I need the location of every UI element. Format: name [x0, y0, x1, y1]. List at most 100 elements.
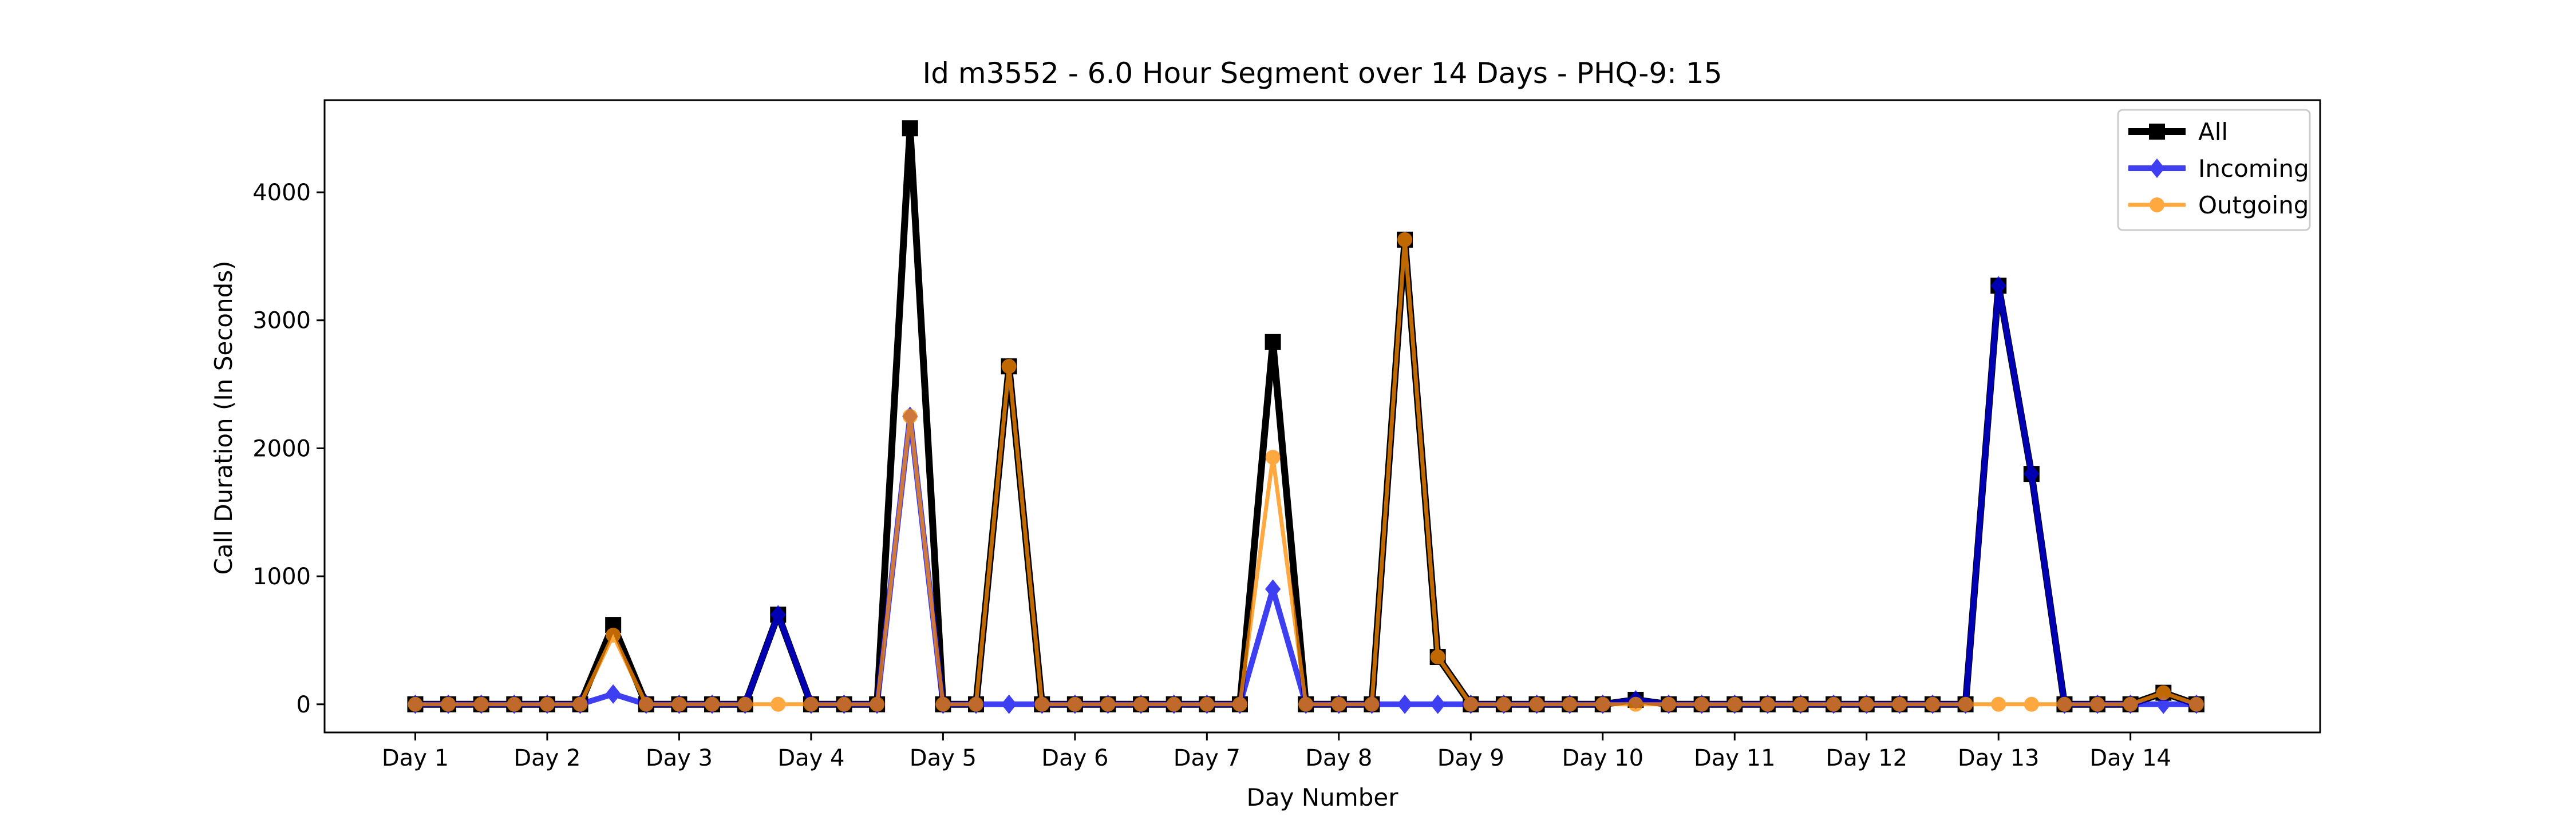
- data-point: [408, 696, 423, 712]
- data-point: [1265, 450, 1281, 465]
- data-point: [1760, 696, 1775, 712]
- data-point: [1727, 696, 1743, 712]
- data-point: [638, 696, 654, 712]
- data-point: [705, 696, 720, 712]
- data-point: [2149, 124, 2165, 140]
- x-tick-label: Day 8: [1305, 745, 1372, 771]
- data-point: [473, 696, 489, 712]
- data-point: [1199, 696, 1215, 712]
- data-point: [968, 696, 983, 712]
- data-point: [1364, 696, 1380, 712]
- data-point: [2149, 159, 2165, 178]
- data-point: [1661, 696, 1677, 712]
- x-tick-label: Day 14: [2089, 745, 2171, 771]
- data-point: [1463, 696, 1479, 712]
- legend-label: Incoming: [2198, 154, 2309, 183]
- data-point: [1628, 696, 1643, 712]
- y-tick-label: 3000: [252, 308, 311, 334]
- data-point: [1265, 579, 1281, 599]
- x-tick-label: Day 10: [1562, 745, 1643, 771]
- data-point: [441, 696, 456, 712]
- data-point: [1100, 696, 1116, 712]
- data-point: [870, 696, 885, 712]
- x-tick-label: Day 11: [1694, 745, 1776, 771]
- data-point: [507, 696, 522, 712]
- data-point: [2156, 685, 2171, 700]
- x-axis-label: Day Number: [1246, 783, 1398, 811]
- data-point: [1397, 232, 1413, 247]
- data-point: [1001, 694, 1017, 714]
- data-point: [1529, 696, 1544, 712]
- data-point: [1067, 696, 1082, 712]
- data-point: [1034, 696, 1050, 712]
- data-point: [1001, 359, 1017, 374]
- x-tick-label: Day 4: [777, 745, 844, 771]
- data-point: [1694, 696, 1709, 712]
- data-point: [1892, 696, 1907, 712]
- data-point: [1562, 696, 1578, 712]
- data-point: [1265, 334, 1281, 350]
- series-outgoing: [408, 232, 2204, 712]
- data-point: [737, 696, 753, 712]
- data-point: [1397, 694, 1413, 714]
- legend-box: [2117, 109, 2311, 231]
- data-point: [1958, 696, 1973, 712]
- x-tick-label: Day 3: [646, 745, 713, 771]
- y-tick-label: 1000: [252, 564, 311, 590]
- data-point: [1859, 696, 1874, 712]
- x-tick-label: Day 12: [1826, 745, 1907, 771]
- data-point: [606, 628, 621, 643]
- data-series: [407, 120, 2204, 714]
- data-point: [2057, 696, 2072, 712]
- y-tick-label: 2000: [252, 435, 311, 462]
- x-tick-label: Day 13: [1958, 745, 2040, 771]
- data-point: [572, 696, 588, 712]
- data-point: [2150, 197, 2164, 212]
- data-point: [539, 696, 555, 712]
- data-point: [1826, 696, 1842, 712]
- legend-label: All: [2198, 118, 2228, 146]
- data-point: [1232, 696, 1247, 712]
- legend-item: [2128, 124, 2186, 140]
- data-point: [1990, 276, 2006, 296]
- data-point: [1430, 694, 1446, 714]
- data-point: [1298, 696, 1314, 712]
- data-point: [671, 696, 687, 712]
- data-point: [2123, 696, 2138, 712]
- data-point: [1331, 696, 1346, 712]
- data-point: [1595, 696, 1610, 712]
- x-tick-label: Day 1: [382, 745, 449, 771]
- data-point: [803, 696, 819, 712]
- data-point: [902, 120, 918, 137]
- data-point: [605, 684, 621, 704]
- data-point: [1925, 696, 1940, 712]
- data-point: [1496, 696, 1511, 712]
- data-point: [2090, 696, 2105, 712]
- data-point: [1430, 649, 1445, 665]
- data-point: [1991, 696, 2006, 712]
- data-point: [2024, 696, 2039, 712]
- axis-ticks: 0 1000 2000 3000 4000 Day 1 Day 2 Day 3 Day 4 Day…: [252, 180, 2171, 771]
- x-tick-label: Day 9: [1437, 745, 1504, 771]
- x-tick-label: Day 7: [1174, 745, 1240, 771]
- chart-title: Id m3552 - 6.0 Hour Segment over 14 Days…: [922, 57, 1722, 90]
- legend-item: [2128, 197, 2186, 212]
- x-tick-label: Day 2: [513, 745, 580, 771]
- x-tick-label: Day 6: [1041, 745, 1108, 771]
- data-point: [935, 696, 951, 712]
- legend-label: Outgoing: [2198, 191, 2309, 219]
- data-point: [771, 696, 786, 712]
- x-tick-label: Day 5: [910, 745, 977, 771]
- data-point: [2155, 694, 2171, 714]
- legend: All Incoming Outgoing: [2117, 109, 2311, 231]
- data-point: [902, 409, 918, 424]
- legend-item: [2128, 159, 2186, 178]
- data-point: [1166, 696, 1182, 712]
- data-point: [770, 605, 786, 625]
- data-point: [1793, 696, 1808, 712]
- data-point: [2188, 696, 2204, 712]
- y-axis-label: Call Duration (In Seconds): [210, 260, 238, 575]
- data-point: [1133, 696, 1149, 712]
